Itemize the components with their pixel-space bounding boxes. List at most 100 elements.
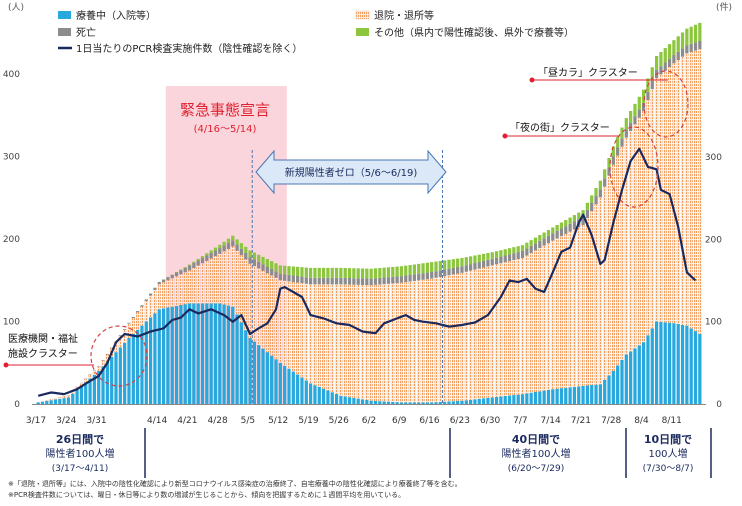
bar-hospitalized — [114, 352, 118, 404]
bar-hospitalized — [88, 378, 92, 404]
bar-hospitalized — [213, 303, 218, 404]
bar-discharged — [425, 279, 430, 403]
bar-hospitalized — [157, 309, 161, 404]
bar-other — [451, 259, 455, 268]
bar-hospitalized — [296, 374, 300, 404]
bar-death — [123, 328, 127, 330]
bar-death — [144, 299, 148, 302]
bar-other — [481, 253, 486, 261]
bar-hospitalized — [75, 389, 79, 404]
bar-death — [321, 277, 326, 285]
bar-other — [620, 127, 624, 139]
bar-other — [339, 267, 343, 278]
bar-death — [136, 311, 140, 313]
bar-hospitalized — [611, 371, 615, 404]
bar-discharged — [296, 282, 300, 375]
bar-hospitalized — [300, 377, 304, 404]
bar-other — [581, 210, 585, 217]
bar-discharged — [209, 258, 213, 304]
bar-discharged — [646, 100, 650, 336]
bar-other — [248, 250, 252, 258]
right-ytick-label: 100 — [705, 318, 722, 328]
right-ytick-label: 0 — [716, 400, 722, 410]
bar-discharged — [88, 375, 92, 379]
bar-death — [555, 230, 559, 239]
bar-other — [542, 232, 546, 239]
bar-death — [235, 244, 239, 251]
bar-discharged — [581, 224, 585, 386]
bar-discharged — [693, 50, 698, 332]
bar-hospitalized — [408, 402, 412, 404]
bar-death — [663, 62, 667, 71]
bar-other — [252, 252, 257, 260]
legend-swatch-hospitalized — [58, 11, 71, 19]
bar-hospitalized — [231, 306, 235, 404]
bar-discharged — [616, 155, 620, 366]
bar-death — [308, 277, 313, 285]
bar-hospitalized — [244, 330, 248, 404]
bar-discharged — [659, 74, 663, 322]
bar-death — [469, 264, 473, 271]
bar-hospitalized — [637, 345, 641, 404]
bar-discharged — [79, 383, 84, 387]
x-tick-label: 8/11 — [662, 416, 682, 426]
bar-other — [490, 252, 494, 259]
bar-death — [581, 216, 585, 225]
bar-discharged — [92, 370, 97, 375]
period-3-sub: 100人増 — [648, 447, 687, 460]
bar-other — [356, 268, 360, 279]
bar-discharged — [555, 238, 559, 389]
bar-hospitalized — [607, 375, 611, 404]
bar-hospitalized — [421, 402, 425, 404]
bar-other — [360, 268, 365, 279]
bar-discharged — [352, 284, 356, 398]
bar-death — [568, 223, 572, 232]
bar-hospitalized — [386, 401, 391, 404]
bar-discharged — [559, 236, 564, 389]
legend-label-pcr: 1日当たりのPCR検査実施件数（陰性確認を除く） — [76, 42, 302, 55]
bar-discharged — [235, 250, 239, 315]
left-ytick-label: 0 — [14, 400, 20, 410]
bar-death — [676, 51, 680, 60]
bar-discharged — [456, 273, 460, 401]
bar-death — [369, 278, 373, 286]
bar-hospitalized — [529, 392, 533, 404]
bar-hospitalized — [546, 389, 551, 404]
bar-death — [97, 366, 101, 367]
bar-death — [624, 129, 628, 138]
bar-hospitalized — [308, 383, 313, 404]
bar-death — [257, 261, 261, 269]
bar-death — [430, 272, 434, 279]
bar-discharged — [538, 248, 542, 392]
emergency-title: 緊急事態宣言 — [180, 101, 270, 119]
stacked-bars — [36, 22, 702, 404]
bar-hospitalized — [680, 324, 685, 404]
bar-death — [226, 242, 231, 249]
bar-discharged — [97, 366, 101, 371]
bar-other — [235, 239, 239, 245]
bar-discharged — [84, 379, 88, 383]
bar-death — [559, 228, 564, 237]
bar-death — [516, 252, 520, 260]
cluster-yorunomachi-label: 「夜の街」クラスター — [510, 121, 610, 134]
legend-label-discharged: 退院・退所等 — [374, 9, 434, 22]
bar-discharged — [369, 285, 373, 401]
x-tick-label: 3/17 — [26, 416, 46, 426]
bar-death — [326, 277, 330, 285]
bar-discharged — [542, 245, 546, 391]
bar-death — [607, 167, 611, 176]
bar-death — [494, 257, 499, 265]
bar-death — [317, 277, 321, 285]
bar-hospitalized — [443, 401, 447, 404]
bar-hospitalized — [391, 401, 395, 404]
bar-other — [663, 48, 667, 63]
bar-death — [481, 260, 486, 268]
bar-hospitalized — [486, 397, 490, 404]
bar-hospitalized — [339, 395, 343, 404]
bar-discharged — [460, 272, 464, 401]
bar-discharged — [153, 289, 157, 314]
bar-hospitalized — [624, 354, 628, 404]
legend: 療養中（入院等） 死亡 1日当たりのPCR検査実施件数（陰性確認を除く） 退院・… — [58, 9, 574, 55]
bar-hospitalized — [62, 398, 66, 404]
bar-discharged — [386, 283, 391, 402]
